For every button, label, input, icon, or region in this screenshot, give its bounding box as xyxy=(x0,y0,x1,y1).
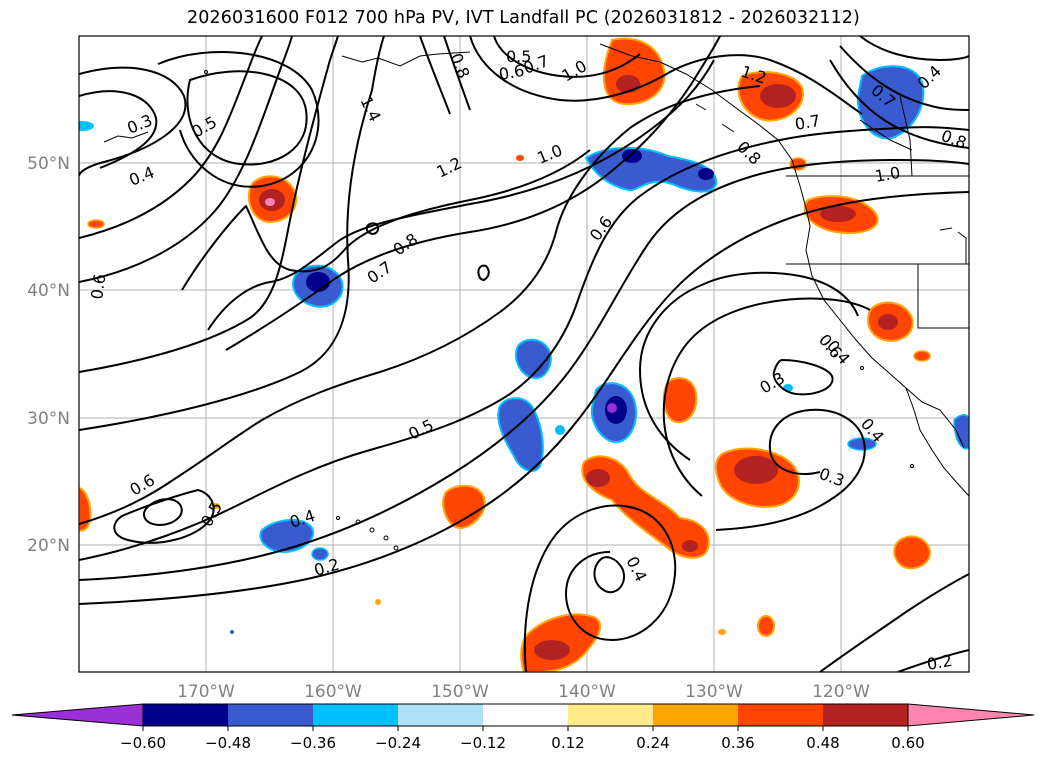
x-tick-label: 150°W xyxy=(431,682,489,702)
x-axis-labels: 170°W 160°W 150°W 140°W 130°W 120°W xyxy=(177,682,870,702)
colorbar-label: −0.24 xyxy=(375,734,421,752)
contour-label: 0.7 xyxy=(793,111,821,134)
pv-blob-central xyxy=(581,455,710,559)
colorbar-segment xyxy=(143,704,228,726)
y-axis-labels: 50°N 40°N 30°N 20°N xyxy=(27,154,70,556)
x-tick-label: 120°W xyxy=(812,682,870,702)
contour-label: 0.6 xyxy=(497,61,525,84)
colorbar-label: −0.60 xyxy=(120,734,166,752)
map-title: 2026031600 F012 700 hPa PV, IVT Landfall… xyxy=(187,8,860,28)
colorbar-segment xyxy=(228,704,313,726)
contour-label: 1.0 xyxy=(873,163,901,186)
x-tick-label: 130°W xyxy=(685,682,743,702)
pv-neg-gulf xyxy=(584,147,718,193)
colorbar-segment xyxy=(313,704,398,726)
x-tick-label: 170°W xyxy=(177,682,235,702)
colorbar-label: 0.60 xyxy=(891,734,924,752)
positive-pv-shading xyxy=(79,37,932,672)
pv-neg-alaska-east xyxy=(856,65,925,140)
colorbar-segment xyxy=(398,704,483,726)
pv-contours xyxy=(79,36,969,672)
x-tick-label: 160°W xyxy=(304,682,362,702)
y-tick-label: 50°N xyxy=(27,154,70,174)
colorbar-label: −0.36 xyxy=(290,734,336,752)
colorbar-label: 0.12 xyxy=(551,734,584,752)
contour-label: 0.2 xyxy=(925,651,953,674)
colorbar-segment xyxy=(653,704,738,726)
pv-blob-147w xyxy=(442,484,486,530)
colorbar-segment xyxy=(823,704,908,726)
negative-pv-shading xyxy=(79,65,969,634)
colorbar-segment xyxy=(483,704,568,726)
colorbar-label: 0.24 xyxy=(636,734,669,752)
y-tick-label: 30°N xyxy=(27,409,70,429)
colorbar-extend-min xyxy=(11,703,144,727)
pv-neg-142w xyxy=(515,338,552,380)
x-tick-label: 140°W xyxy=(558,682,616,702)
colorbar-label: 0.48 xyxy=(806,734,839,752)
pv-neg-145w-30n xyxy=(497,397,544,472)
colorbar-extend-max xyxy=(907,703,1035,727)
colorbar-segment xyxy=(738,704,823,726)
colorbar-label: −0.48 xyxy=(205,734,251,752)
pv-blob-135w-30n xyxy=(662,377,698,424)
colorbar-segment xyxy=(568,704,653,726)
y-tick-label: 40°N xyxy=(27,281,70,301)
plot-frame xyxy=(78,35,970,673)
pv-blob-115w-20n xyxy=(893,535,932,570)
y-tick-label: 20°N xyxy=(27,536,70,556)
colorbar-label: −0.12 xyxy=(460,734,506,752)
contour-label: 0.6 xyxy=(87,273,109,301)
colorbar: −0.60 −0.48 −0.36 −0.24 −0.12 0.12 0.24 0.36 0.4… xyxy=(11,703,1035,752)
colorbar-label: 0.36 xyxy=(721,734,754,752)
contour-label: 0.5 xyxy=(506,47,531,66)
colorbar-outline xyxy=(142,703,909,727)
